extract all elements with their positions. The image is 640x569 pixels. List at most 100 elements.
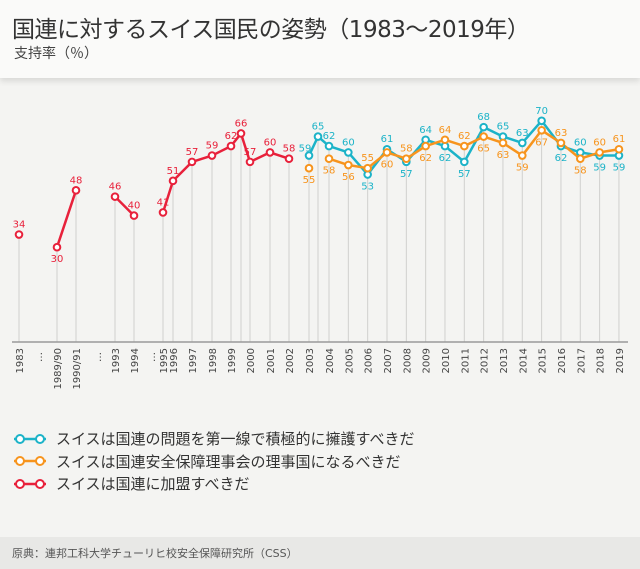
x-tick-label: 1995 <box>159 348 170 373</box>
data-point <box>518 138 527 148</box>
data-label: 53 <box>361 182 374 193</box>
data-point <box>158 208 168 217</box>
x-tick-label: 1996 <box>169 348 180 373</box>
x-tick-label: 2016 <box>557 348 568 373</box>
data-label: 59 <box>593 163 606 174</box>
data-label: 60 <box>381 159 394 170</box>
x-tick-label: 2006 <box>364 348 375 373</box>
data-label: 57 <box>458 169 471 180</box>
x-tick-label: … <box>93 352 104 362</box>
data-label: 46 <box>109 182 122 193</box>
data-point <box>421 141 430 151</box>
source-note: 原典：連邦工科大学チューリヒ校安全保障研究所（CSS） <box>0 537 640 569</box>
data-label: 61 <box>613 134 626 145</box>
data-point <box>187 157 197 167</box>
data-point <box>245 157 255 167</box>
x-tick-label: 2011 <box>460 348 471 373</box>
data-point <box>324 141 334 151</box>
data-point <box>537 125 546 135</box>
data-label: 60 <box>574 137 587 148</box>
data-label: 66 <box>235 118 248 129</box>
data-label: 63 <box>497 150 510 161</box>
data-label: 51 <box>167 166 180 177</box>
data-point <box>304 151 314 160</box>
data-point <box>265 148 275 157</box>
legend-marker-icon <box>14 433 46 444</box>
x-tick-label: 2014 <box>518 348 529 373</box>
data-point <box>556 138 566 148</box>
x-tick-label: 1994 <box>130 348 141 373</box>
data-point <box>129 211 139 220</box>
data-label: 57 <box>244 147 257 158</box>
series-line-2 <box>114 195 135 217</box>
data-label: 57 <box>186 147 199 158</box>
data-label: 59 <box>613 163 626 174</box>
x-tick-label: 2012 <box>480 348 491 373</box>
data-label: 64 <box>419 125 432 136</box>
data-point <box>344 160 353 170</box>
data-label: 62 <box>458 131 471 142</box>
x-tick-label: 2019 <box>615 348 626 373</box>
data-label: 64 <box>439 125 452 136</box>
data-label: 48 <box>70 175 83 186</box>
legend-label: スイスは国連の問題を第一線で積極的に擁護すべきだ <box>56 430 415 448</box>
data-label: 57 <box>400 169 413 180</box>
data-point <box>52 242 62 252</box>
x-tick-label: 2005 <box>344 348 355 373</box>
data-label: 60 <box>342 137 355 148</box>
data-point <box>344 148 353 157</box>
x-tick-label: … <box>147 352 158 362</box>
x-tick-label: … <box>34 352 45 362</box>
legend-item: スイスは国連安全保障理事会の理事国になるべきだ <box>14 451 401 472</box>
data-label: 61 <box>381 134 394 145</box>
data-point <box>595 148 604 157</box>
x-tick-label: 2009 <box>422 348 433 373</box>
chart-title: 国連に対するスイス国民の姿勢（1983〜2019年） <box>12 17 530 43</box>
data-point <box>14 230 24 239</box>
series-line-1 <box>328 129 620 170</box>
legend-marker-icon <box>14 478 46 489</box>
data-point <box>518 151 527 160</box>
x-tick-label: 2010 <box>441 348 452 373</box>
x-tick-label: 2018 <box>596 348 607 373</box>
data-label: 67 <box>535 137 548 148</box>
data-point <box>207 151 217 160</box>
data-point <box>284 154 294 164</box>
data-label: 56 <box>342 172 355 183</box>
legend-label: スイスは国連安全保障理事会の理事国になるべきだ <box>56 452 401 471</box>
data-point <box>226 141 236 151</box>
data-label: 62 <box>555 153 568 164</box>
data-label: 62 <box>439 153 452 164</box>
x-tick-label: 2008 <box>402 348 413 373</box>
data-point <box>479 122 488 132</box>
data-point <box>304 163 314 173</box>
data-label: 59 <box>516 163 529 174</box>
line-chart: 1983… 1989/90 1990/91… 1993 1994… 1995 1996 199… <box>12 106 628 390</box>
data-point <box>575 154 585 164</box>
data-point <box>479 132 488 141</box>
x-tick-label: 1989/90 <box>53 348 64 390</box>
data-label: 62 <box>225 131 238 142</box>
data-point <box>363 163 372 173</box>
data-point <box>440 135 450 145</box>
series-line-2 <box>55 189 78 248</box>
data-point <box>236 129 246 138</box>
data-label: 62 <box>419 153 432 164</box>
y-axis-unit: 支持率（％） <box>14 46 98 62</box>
x-tick-label: 2004 <box>325 348 336 373</box>
data-label: 40 <box>128 201 141 212</box>
x-tick-label: 2000 <box>246 348 257 373</box>
data-label: 34 <box>13 220 26 231</box>
data-point <box>313 132 323 141</box>
legend-item: スイスは国連に加盟すべきだ <box>14 473 250 494</box>
data-label: 55 <box>303 175 316 186</box>
data-label: 58 <box>400 144 413 155</box>
data-point <box>498 138 508 148</box>
data-label: 65 <box>312 122 325 133</box>
header: 国連に対するスイス国民の姿勢（1983〜2019年） 支持率（％） <box>0 0 640 78</box>
x-tick-label: 2013 <box>499 348 510 373</box>
x-tick-label: 1999 <box>227 348 238 373</box>
x-tick-label: 2002 <box>285 348 296 373</box>
data-label: 59 <box>206 141 219 152</box>
data-point <box>324 154 334 164</box>
